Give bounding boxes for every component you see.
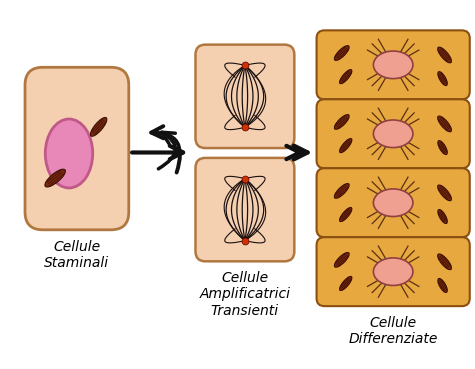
Ellipse shape [438, 279, 447, 293]
Ellipse shape [334, 115, 349, 130]
Ellipse shape [340, 138, 352, 153]
FancyBboxPatch shape [25, 67, 129, 230]
Ellipse shape [45, 119, 93, 188]
Ellipse shape [373, 189, 413, 217]
Ellipse shape [45, 169, 66, 187]
Ellipse shape [437, 254, 451, 270]
FancyBboxPatch shape [196, 45, 294, 148]
FancyBboxPatch shape [316, 168, 470, 237]
Text: Cellule
Differenziate: Cellule Differenziate [349, 316, 438, 346]
FancyBboxPatch shape [316, 99, 470, 168]
Ellipse shape [334, 252, 349, 267]
Ellipse shape [340, 70, 352, 84]
Text: Cellule
Amplificatrici
Transienti: Cellule Amplificatrici Transienti [200, 271, 290, 318]
FancyBboxPatch shape [316, 30, 470, 99]
Ellipse shape [437, 116, 451, 132]
Ellipse shape [373, 51, 413, 79]
Ellipse shape [438, 210, 447, 224]
Ellipse shape [90, 117, 107, 136]
Ellipse shape [437, 47, 451, 63]
FancyBboxPatch shape [316, 237, 470, 306]
FancyBboxPatch shape [196, 158, 294, 261]
Ellipse shape [437, 185, 451, 201]
Ellipse shape [373, 120, 413, 148]
Ellipse shape [334, 183, 349, 198]
Ellipse shape [334, 46, 349, 61]
Ellipse shape [340, 207, 352, 222]
Ellipse shape [438, 141, 447, 155]
Ellipse shape [373, 258, 413, 286]
Ellipse shape [438, 72, 447, 86]
Ellipse shape [340, 276, 352, 290]
Text: Cellule
Staminali: Cellule Staminali [44, 239, 109, 270]
